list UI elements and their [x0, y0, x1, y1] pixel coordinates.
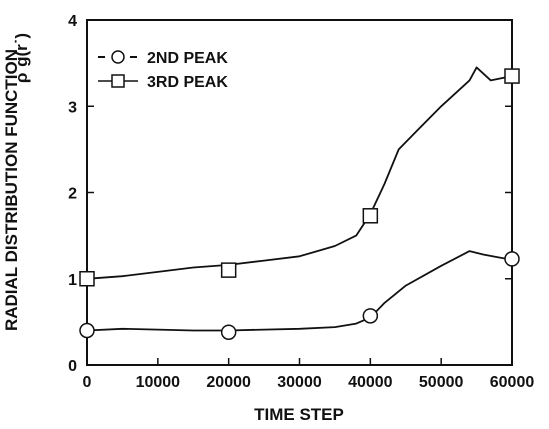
x-tick-label: 10000 — [136, 374, 181, 391]
legend-2nd-peak-marker — [111, 50, 125, 64]
y-axis-symbol: ρ˙g(r˙) — [12, 33, 31, 83]
series-line-2nd-peak — [86, 250, 513, 332]
marker-3rd-peak — [79, 271, 95, 287]
y-tick-label: 0 — [68, 358, 77, 375]
y-tick-label: 3 — [68, 99, 77, 116]
marker-2nd-peak — [504, 251, 520, 267]
y-axis-title: RADIAL DISTRIBUTION FUNCTION — [2, 49, 21, 331]
x-axis-title: TIME STEP — [254, 405, 344, 424]
y-tick-label: 2 — [68, 186, 77, 203]
y-axis-ticks: 0 1 2 3 4 — [68, 13, 512, 375]
y-tick-label: 4 — [68, 13, 77, 30]
marker-2nd-peak — [79, 322, 95, 339]
series-line-3rd-peak — [86, 66, 513, 280]
x-tick-label: 40000 — [348, 374, 393, 391]
x-axis-ticks: 0 10000 20000 30000 40000 50000 60000 — [83, 358, 535, 391]
legend-3rd-peak-marker — [111, 74, 125, 88]
legend-item-3rd-peak: 3RD PEAK — [98, 74, 228, 91]
marker-3rd-peak — [504, 68, 520, 84]
x-tick-label: 50000 — [419, 374, 464, 391]
marker-2nd-peak — [220, 324, 237, 340]
x-tick-label: 30000 — [277, 374, 322, 391]
plot-frame — [86, 19, 513, 366]
x-tick-label: 20000 — [206, 374, 251, 391]
x-tick-label: 0 — [83, 374, 92, 391]
y-tick-label: 1 — [68, 272, 77, 289]
series-layer — [86, 66, 513, 332]
marker-2nd-peak — [362, 308, 379, 324]
marker-layer — [79, 68, 520, 340]
marker-3rd-peak — [362, 208, 379, 224]
legend-item-2nd-peak: 2ND PEAK — [98, 50, 228, 67]
x-tick-label: 60000 — [490, 374, 535, 391]
legend: 2ND PEAK 3RD PEAK — [98, 50, 228, 91]
legend-2nd-peak-label: 2ND PEAK — [147, 50, 228, 67]
legend-3rd-peak-label: 3RD PEAK — [147, 74, 228, 91]
marker-3rd-peak — [220, 262, 237, 278]
